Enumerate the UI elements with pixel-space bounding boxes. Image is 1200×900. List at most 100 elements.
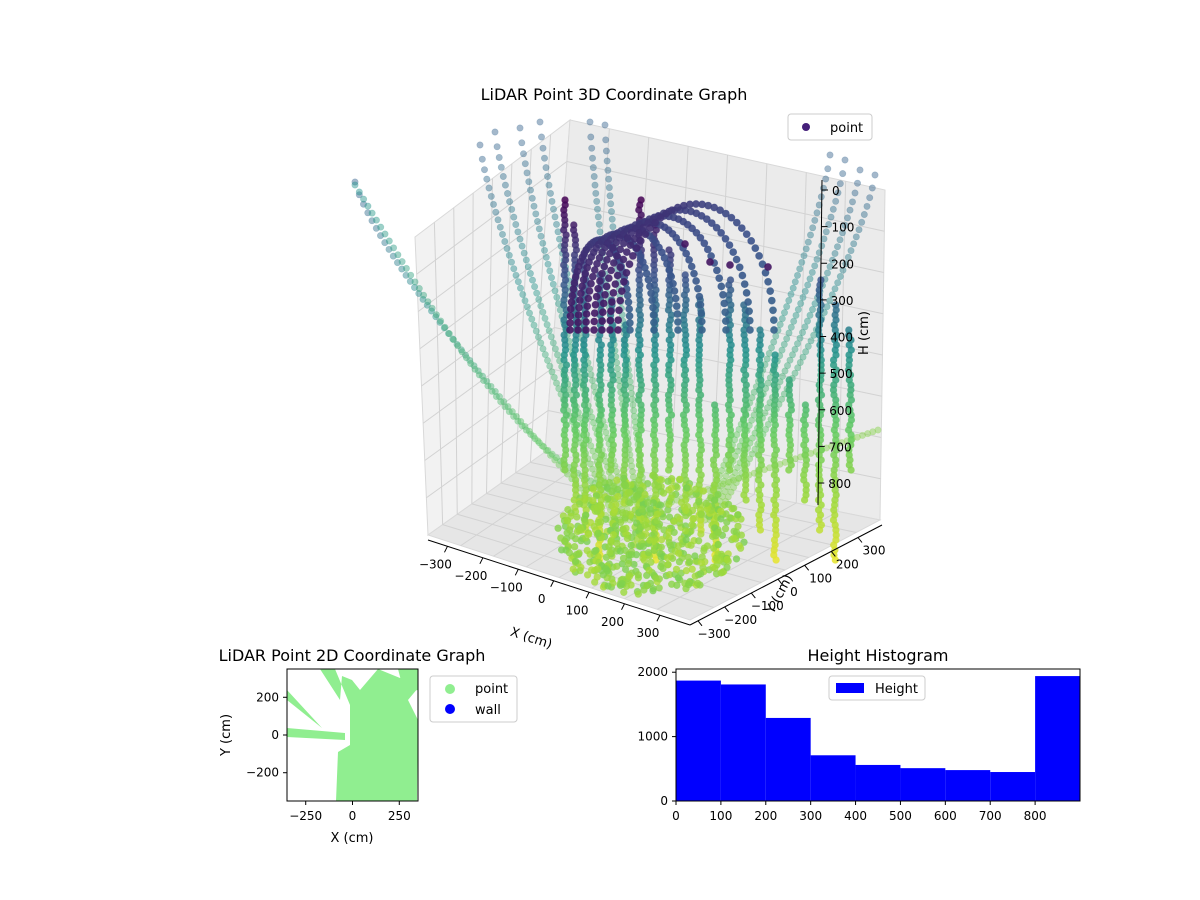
data-point [615, 306, 623, 315]
data-point [632, 492, 641, 501]
data-point [539, 239, 547, 247]
data-point [521, 422, 529, 430]
data-point [790, 317, 798, 325]
data-point [550, 373, 558, 381]
x-tick [585, 592, 590, 599]
data-point [588, 465, 596, 473]
x-axis-label: X (cm) [508, 625, 554, 653]
chart-histogram: Height Histogram 0 100 200 300 400 500 600 700 8… [637, 646, 1081, 823]
z-axis-label: H (cm) [857, 311, 872, 355]
data-point [634, 571, 642, 579]
data-point [653, 510, 661, 518]
data-point [570, 542, 579, 551]
data-point [826, 151, 834, 159]
grid-line [515, 149, 532, 473]
data-point [590, 173, 598, 181]
data-point [726, 478, 734, 486]
data-point [700, 546, 708, 555]
data-point [871, 171, 879, 179]
data-point [745, 316, 754, 325]
data-point [722, 472, 730, 480]
data-point [514, 278, 522, 286]
data-point [512, 271, 520, 279]
legend-hist: Height [828, 675, 926, 701]
data-point [525, 427, 533, 435]
data-point [667, 494, 675, 502]
data-point [692, 277, 700, 285]
data-point [587, 279, 595, 288]
data-point [822, 228, 830, 236]
data-point [730, 534, 738, 542]
data-point [437, 317, 445, 325]
legend-hist-swatch [836, 683, 864, 693]
data-point [650, 318, 658, 327]
data-point [406, 277, 414, 285]
data-point [793, 340, 801, 348]
data-point [512, 412, 520, 420]
data-point [868, 184, 876, 192]
data-point [427, 307, 435, 315]
data-point [746, 326, 754, 334]
data-point [364, 202, 372, 210]
data-point [687, 262, 696, 271]
data-point [694, 284, 702, 293]
data-point [726, 466, 734, 474]
data-point [542, 253, 550, 261]
y-tick-label-2d: 200 [256, 690, 279, 704]
x-tick-label-2d: 0 [349, 809, 357, 823]
y-tick-label: 100 [809, 571, 832, 585]
data-point [616, 263, 625, 272]
data-point [621, 546, 629, 554]
y-tick-label-2d: −200 [246, 766, 279, 780]
data-point [735, 474, 743, 482]
data-point [627, 541, 635, 549]
data-point [505, 251, 513, 259]
data-point [588, 144, 596, 152]
data-point [608, 298, 616, 306]
chart-3d: LiDAR Point 3D Coordinate Graph −300−200… [351, 85, 886, 653]
data-point [695, 292, 704, 301]
data-point [800, 496, 809, 504]
data-point [674, 549, 683, 557]
data-point [780, 340, 788, 348]
data-point [499, 173, 507, 181]
data-point [722, 326, 730, 334]
data-point [553, 351, 561, 359]
data-point [621, 565, 630, 574]
legend-2d-point-marker [445, 684, 455, 694]
data-point [623, 534, 632, 543]
data-point [625, 311, 634, 320]
data-point [682, 535, 690, 544]
data-point [756, 526, 765, 534]
data-point [772, 332, 780, 340]
z-tick-label: 800 [828, 477, 851, 491]
data-point [742, 230, 751, 239]
data-point [727, 213, 736, 222]
data-point [504, 403, 512, 411]
data-point [624, 298, 633, 307]
data-point [621, 482, 630, 490]
data-point [730, 527, 738, 535]
data-point [432, 313, 440, 321]
data-point [571, 535, 580, 543]
data-point [714, 528, 722, 536]
data-point [856, 166, 864, 174]
data-point [717, 482, 725, 490]
data-point [842, 260, 850, 268]
data-point [712, 223, 721, 232]
data-point [625, 260, 634, 269]
data-point [824, 165, 832, 173]
data-point [667, 272, 676, 281]
data-point [596, 518, 605, 526]
data-point [804, 281, 812, 289]
data-point [609, 223, 617, 231]
data-point [697, 530, 705, 538]
data-point [530, 202, 538, 210]
data-point [510, 412, 518, 420]
z-axis-line [817, 179, 823, 506]
data-point [778, 372, 786, 380]
data-point [732, 479, 740, 487]
data-point [402, 271, 410, 279]
x-tick-label: 300 [636, 626, 659, 640]
